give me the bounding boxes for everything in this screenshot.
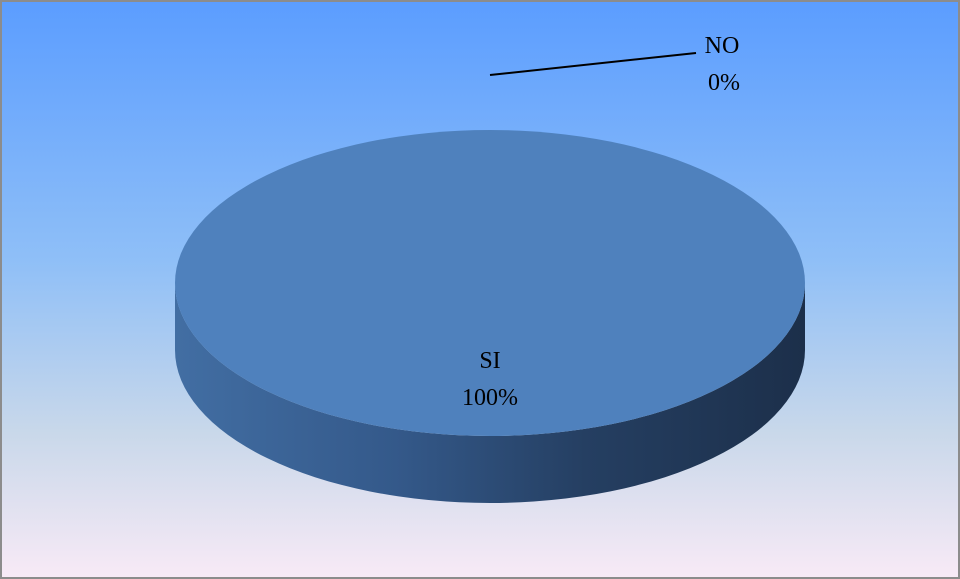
slice-side: [175, 283, 805, 503]
slice: [175, 130, 805, 436]
slice-label: SI: [479, 348, 500, 374]
slice-value-label: 0%: [708, 70, 740, 96]
slice-label: NO: [705, 33, 740, 59]
plot-area: SI 100% NO 0%: [175, 33, 805, 503]
leader-line: [489, 52, 697, 76]
slice-value-label: 100%: [462, 385, 518, 411]
